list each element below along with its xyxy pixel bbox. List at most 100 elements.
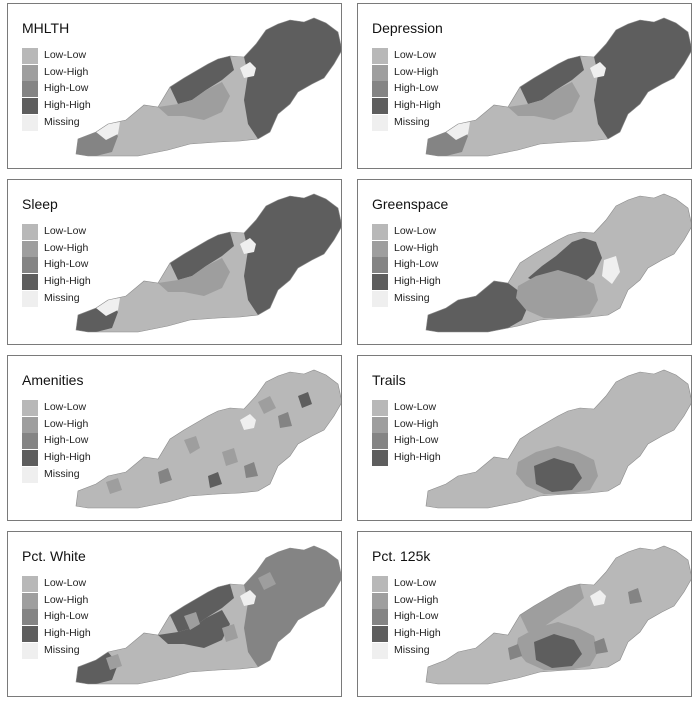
cluster-area-high-high [244,18,341,139]
cluster-area-missing [96,298,120,316]
cluster-area-missing [602,256,620,284]
cluster-area-missing [240,414,256,430]
choropleth-map [425,193,691,333]
cluster-area-high-low [158,412,292,484]
legend-label: Low-Low [44,225,87,237]
legend-label: High-Low [44,82,89,95]
legend-swatch [22,257,38,274]
legend-swatch [372,433,388,450]
region-outline [425,17,691,157]
cluster-area-low-high [520,584,584,632]
cluster-area-high-high [534,634,582,668]
legend-swatch [22,98,38,115]
map-title: Sleep [22,196,58,212]
map-title: Depression [372,20,443,36]
legend-swatch [372,626,388,643]
legend-swatch [372,224,388,240]
cluster-area-high-high [244,194,341,315]
legend-label: Missing [44,291,80,304]
region-outline [425,369,691,509]
cluster-area-missing [240,238,256,254]
cluster-area-missing [240,62,256,78]
legend-label: Low-High [394,241,439,254]
legend-swatch [22,81,38,98]
map-panel: Pct. White Low-Low Low-High High-Low High-Hi… [7,531,342,697]
cluster-area-low-high [508,82,580,120]
choropleth-map [75,369,341,509]
legend-swatch [372,642,388,659]
legend-label: High-Low [394,82,439,95]
cluster-area-low-high [106,572,276,670]
legend-label: High-Low [394,258,439,271]
map-title: Greenspace [372,196,449,212]
legend-swatch [372,274,388,291]
legend-swatch [22,274,38,291]
legend-label: Low-High [44,593,89,606]
legend-swatch [22,576,38,592]
region-base [76,370,341,508]
legend-swatch [372,98,388,115]
cluster-area-high-high [534,458,582,492]
cluster-area-high-high [170,232,234,280]
cluster-area-low-high [106,396,276,494]
cluster-area-missing [240,590,256,606]
legend-swatch [22,450,38,467]
legend-swatch [372,290,388,307]
region-outline [75,545,341,685]
choropleth-map [425,545,691,685]
legend-swatch [22,240,38,257]
legend-swatch [22,224,38,240]
legend-swatch [22,433,38,450]
region-outline [75,17,341,157]
map-panel: Amenities Low-Low Low-High High-Low High-Hig… [7,355,342,521]
cluster-area-low-high [516,270,598,318]
choropleth-map [425,17,691,157]
map-title: MHLTH [22,20,70,36]
cluster-area-high-high [208,392,312,488]
legend-label: High-High [44,99,91,112]
cluster-area-high-low [244,546,341,667]
legend-swatch [372,64,388,81]
region-outline [75,193,341,333]
map-panel: MHLTH Low-Low Low-High High-Low High-High Mis… [7,3,342,169]
cluster-area-high-high [594,18,691,139]
legend-swatch [22,466,38,483]
legend-swatch [22,592,38,609]
legend-swatch [22,609,38,626]
legend-label: Low-Low [394,49,437,61]
region-outline [425,193,691,333]
legend-label: High-Low [394,610,439,623]
legend-swatch [372,416,388,433]
cluster-area-high-high [170,56,234,104]
map-panel: Depression Low-Low Low-High High-Low High-Hi… [357,3,692,169]
map-panel: Greenspace Low-Low Low-High High-Low High-Hi… [357,179,692,345]
legend-label: Missing [44,115,80,128]
legend-swatch [22,626,38,643]
cluster-area-missing [590,590,606,606]
legend-label: High-High [394,99,441,112]
cluster-area-high-low [508,588,642,660]
legend-label: Missing [394,643,430,656]
legend-label: High-High [44,451,91,464]
choropleth-map [75,17,341,157]
cluster-area-low-high [158,258,230,296]
legend-label: Missing [394,291,430,304]
map-panel: Trails Low-Low Low-High High-Low High-High [357,355,692,521]
legend-label: Low-Low [394,401,437,413]
legend-label: Low-High [394,593,439,606]
legend-swatch [372,592,388,609]
map-title: Pct. 125k [372,548,431,564]
choropleth-map [75,193,341,333]
map-title: Pct. White [22,548,86,564]
legend-label: Low-High [44,241,89,254]
legend-label: High-Low [44,610,89,623]
legend-label: High-Low [44,434,89,447]
legend-label: Low-Low [44,401,87,413]
map-title: Trails [372,372,406,388]
legend-swatch [22,64,38,81]
legend-swatch [372,576,388,592]
cluster-area-missing [96,122,120,140]
choropleth-map [75,545,341,685]
region-outline [425,545,691,685]
legend-swatch [372,450,388,467]
